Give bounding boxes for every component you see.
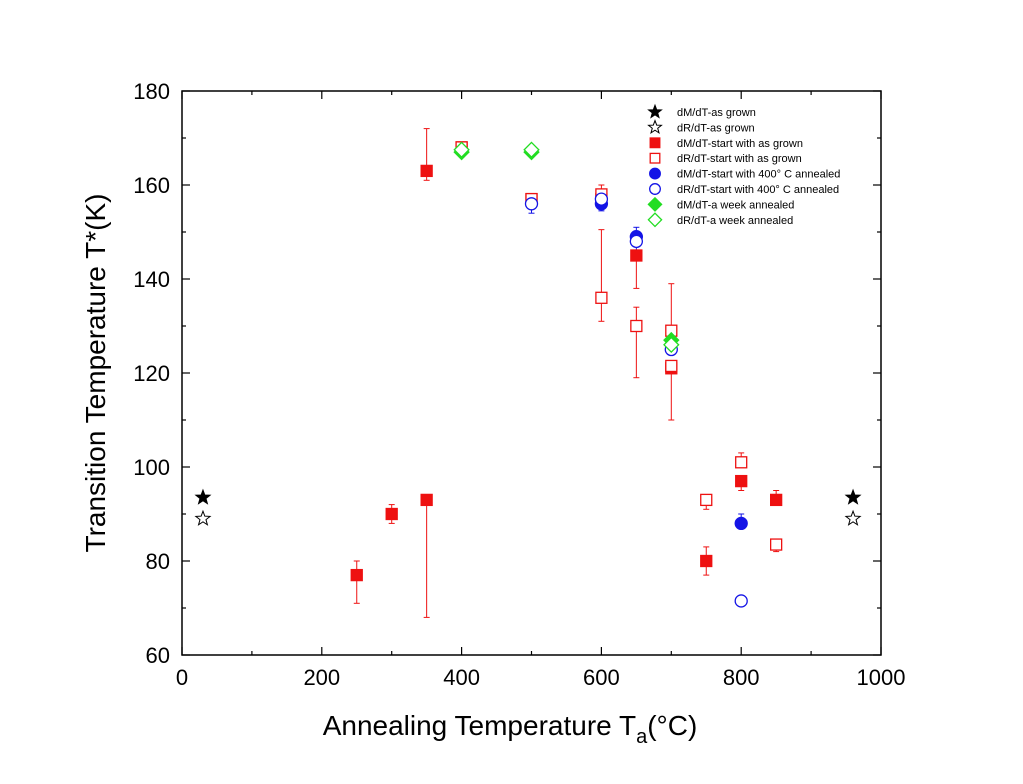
- legend-label: dM/dT-start with 400° C annealed: [677, 169, 840, 181]
- data-point: [453, 141, 470, 158]
- data-point: [735, 474, 748, 488]
- data-point: [630, 249, 643, 262]
- legend-label: dR/dT-start with 400° C annealed: [677, 184, 839, 196]
- data-point: [770, 493, 783, 507]
- y-tick-label: 120: [133, 361, 170, 386]
- y-tick-label: 140: [133, 267, 170, 292]
- tick-labels: 0 200 400 600 800 1000 60 80 100 120 140 160 180: [133, 79, 905, 690]
- data-point: [350, 568, 363, 582]
- x-tick-label: 600: [583, 665, 620, 690]
- y-tick-label: 180: [133, 79, 170, 104]
- legend-label: dM/dT-a week annealed: [677, 199, 794, 211]
- data-point: [523, 141, 540, 158]
- legend-marker: [647, 103, 663, 119]
- y-tick-label: 160: [133, 173, 170, 198]
- legend: dM/dT-as grown dR/dT-as grown dM/dT-start …: [647, 103, 840, 228]
- data-point: [700, 554, 713, 568]
- data-point: [844, 488, 862, 505]
- legend-marker: [649, 137, 661, 149]
- data-point: [194, 488, 212, 505]
- data-point: [735, 456, 748, 469]
- x-axis-title-main: Annealing Temperature T: [323, 710, 636, 741]
- data-point: [595, 291, 608, 304]
- data-point: [524, 197, 539, 211]
- data-point: [385, 507, 398, 521]
- legend-marker: [647, 119, 663, 135]
- data-point: [700, 493, 713, 507]
- y-axis-title: Transition Temperature T*(K): [80, 194, 111, 553]
- data-point: [420, 493, 433, 507]
- legend-label: dR/dT-a week annealed: [677, 215, 793, 227]
- data-point: [734, 594, 748, 608]
- y-tick-label: 80: [146, 549, 170, 574]
- data-point: [734, 516, 748, 531]
- data-markers: [194, 141, 862, 608]
- x-tick-label: 200: [303, 665, 340, 690]
- data-point: [770, 538, 783, 551]
- data-point: [844, 509, 862, 526]
- x-tick-label: 0: [176, 665, 188, 690]
- legend-label: dM/dT-start with as grown: [677, 138, 803, 150]
- data-point: [594, 192, 609, 206]
- legend-label: dR/dT-as grown: [677, 122, 755, 134]
- legend-label: dM/dT-as grown: [677, 107, 756, 119]
- data-point: [665, 359, 678, 373]
- legend-marker: [649, 152, 661, 164]
- legend-marker: [649, 167, 661, 180]
- data-point: [663, 336, 680, 354]
- x-axis-title-suffix: (°C): [647, 710, 697, 741]
- data-point: [630, 319, 643, 333]
- data-point: [194, 509, 212, 526]
- x-axis-title: Annealing Temperature Ta(°C): [323, 710, 698, 748]
- legend-marker: [647, 196, 663, 212]
- x-tick-label: 1000: [857, 665, 906, 690]
- legend-marker: [649, 183, 661, 195]
- y-tick-label: 100: [133, 455, 170, 480]
- y-tick-label: 60: [146, 643, 170, 668]
- axes-frame: [181, 90, 882, 656]
- legend-marker: [647, 212, 663, 228]
- x-tick-label: 400: [443, 665, 480, 690]
- x-tick-label: 800: [723, 665, 760, 690]
- x-axis-title-sub: a: [636, 726, 648, 748]
- legend-label: dR/dT-start with as grown: [677, 153, 802, 165]
- data-point: [629, 234, 643, 249]
- data-point: [420, 164, 433, 178]
